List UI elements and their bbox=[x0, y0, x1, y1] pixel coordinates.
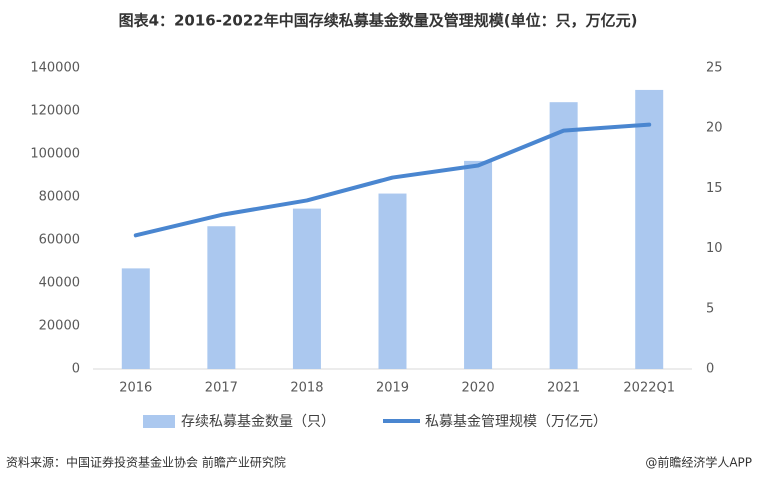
y2-tick-label: 0 bbox=[706, 362, 714, 377]
y-tick-label: 60000 bbox=[39, 233, 80, 248]
bar bbox=[464, 160, 493, 369]
y2-tick-label: 20 bbox=[706, 121, 723, 136]
bar bbox=[378, 193, 407, 369]
y-tick-label: 80000 bbox=[39, 190, 80, 205]
y-tick-label: 120000 bbox=[30, 104, 80, 119]
y2-tick-label: 5 bbox=[706, 301, 714, 316]
y-tick-label: 20000 bbox=[39, 319, 80, 334]
chart-title: 图表4：2016-2022年中国存续私募基金数量及管理规模(单位：只，万亿元) bbox=[119, 12, 638, 30]
y-tick-label: 140000 bbox=[30, 61, 80, 76]
bar bbox=[207, 226, 236, 369]
x-tick-label: 2022Q1 bbox=[623, 381, 675, 396]
y-tick-label: 0 bbox=[72, 362, 80, 377]
bar bbox=[121, 268, 150, 369]
y-tick-label: 40000 bbox=[39, 276, 80, 291]
y2-tick-label: 25 bbox=[706, 61, 723, 76]
legend-label: 私募基金管理规模（万亿元） bbox=[425, 413, 607, 430]
x-tick-label: 2016 bbox=[119, 381, 152, 396]
legend-label: 存续私募基金数量（只） bbox=[181, 413, 335, 430]
x-tick-label: 2019 bbox=[376, 381, 409, 396]
source: 资料来源：中国证券投资基金业协会 前瞻产业研究院 bbox=[6, 455, 286, 470]
y-tick-label: 100000 bbox=[30, 147, 80, 162]
x-tick-label: 2017 bbox=[205, 381, 238, 396]
y2-tick-label: 10 bbox=[706, 241, 723, 256]
bar bbox=[549, 102, 578, 369]
x-tick-label: 2020 bbox=[462, 381, 495, 396]
x-tick-label: 2021 bbox=[547, 381, 580, 396]
y2-tick-label: 15 bbox=[706, 181, 723, 196]
bar bbox=[635, 89, 664, 370]
bar bbox=[292, 208, 321, 369]
line bbox=[133, 122, 652, 238]
legend-swatch bbox=[143, 415, 175, 428]
x-tick-label: 2018 bbox=[290, 381, 323, 396]
credit: @前瞻经济学人APP bbox=[645, 455, 752, 470]
